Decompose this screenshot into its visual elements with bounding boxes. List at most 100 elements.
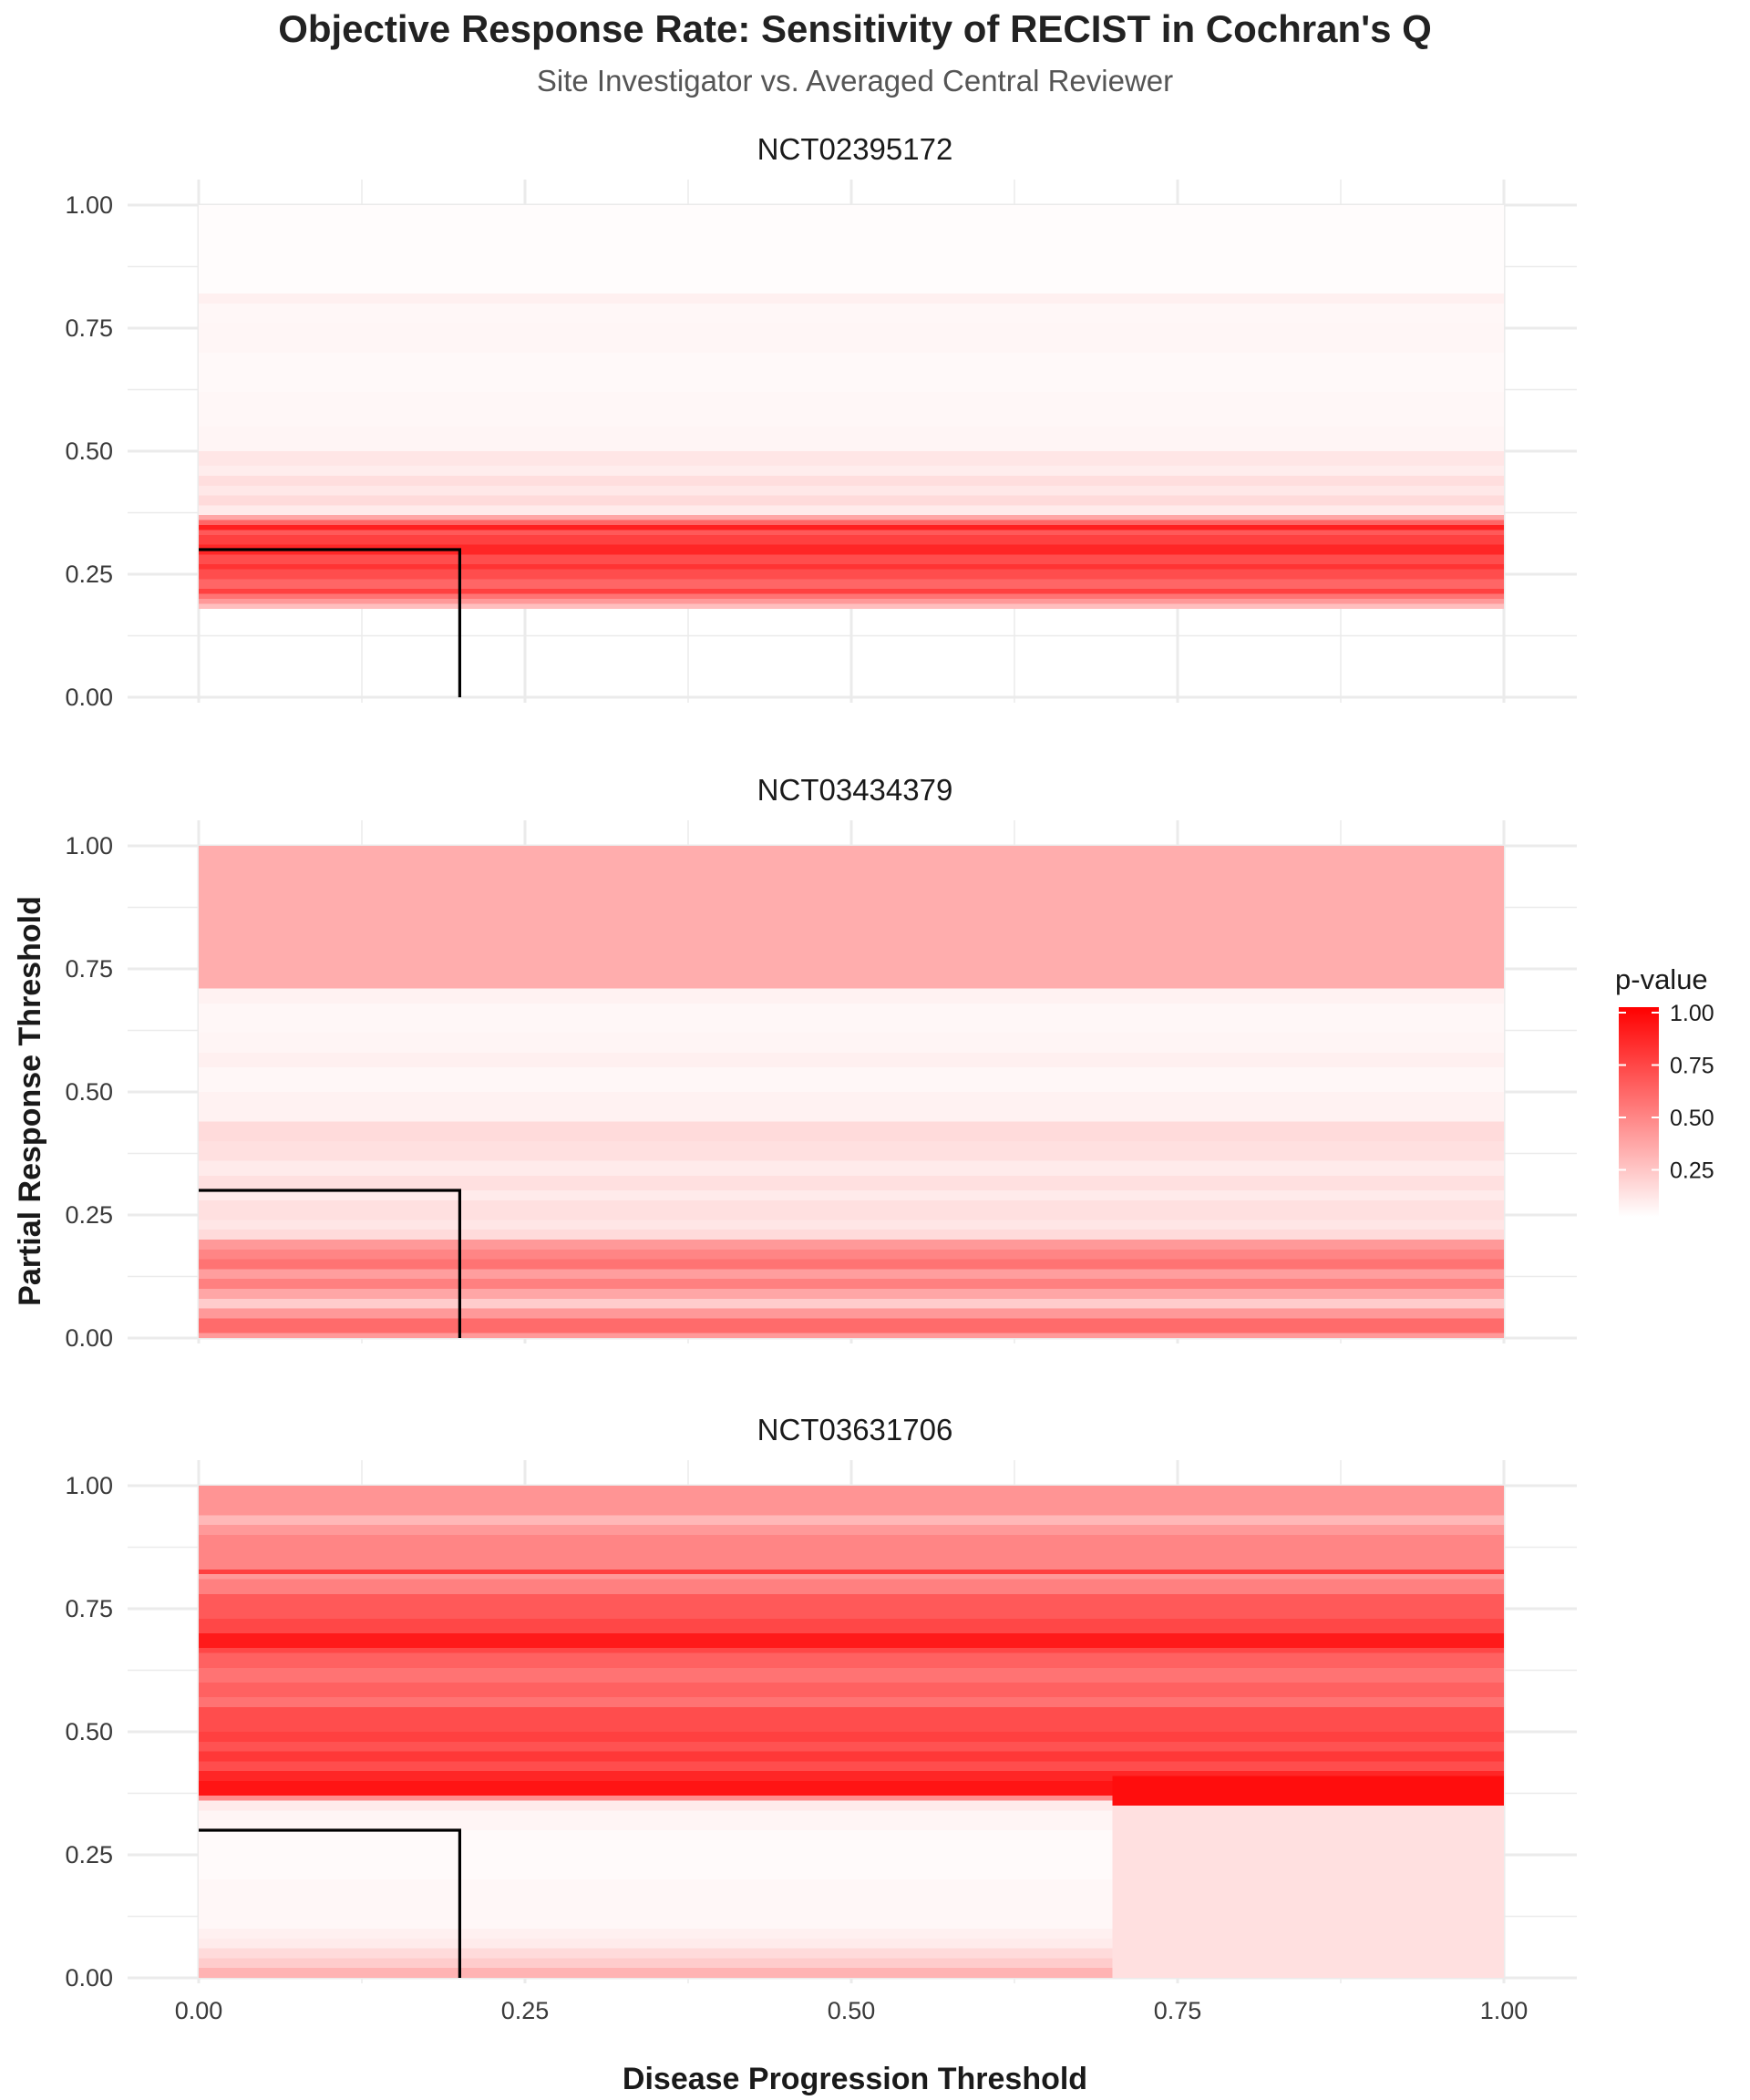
heat-band	[199, 603, 1504, 609]
legend-ticks: 1.00 0.75 0.50 0.25	[1619, 1001, 1714, 1184]
heat-band	[199, 1003, 1504, 1034]
legend-color-bar	[1619, 1007, 1659, 1217]
heat-band	[199, 1067, 1504, 1092]
heat-band	[199, 1732, 1504, 1742]
facet-strip-label: NCT03631706	[757, 1413, 953, 1446]
x-tick-label: 0.75	[1154, 1997, 1202, 2024]
heat-band	[199, 1958, 1504, 1969]
legend-tick-label: 0.50	[1670, 1106, 1714, 1131]
facet-panels: NCT023951720.000.250.500.751.00NCT034343…	[65, 132, 1577, 2024]
y-tick-label: 0.25	[65, 561, 113, 588]
recist-reference-line	[199, 1189, 461, 1338]
heat-band	[199, 1648, 1504, 1653]
x-axis-title: Disease Progression Threshold	[623, 2062, 1087, 2096]
heat-band	[199, 1308, 1504, 1319]
heat-band	[199, 485, 1504, 496]
x-tick-label: 0.50	[828, 1997, 876, 2024]
heat-band	[199, 353, 1504, 393]
y-tick-label: 0.50	[65, 1718, 113, 1745]
x-tick-label: 0.25	[501, 1997, 550, 2024]
heat-band	[199, 569, 1504, 580]
heat-band	[199, 1929, 1504, 1939]
heat-band	[199, 1618, 1504, 1633]
heat-band	[199, 1593, 1504, 1619]
heat-band	[199, 520, 1504, 525]
chart-title: Objective Response Rate: Sensitivity of …	[278, 7, 1432, 50]
y-tick-label: 1.00	[65, 832, 113, 860]
y-tick-label: 0.00	[65, 1324, 113, 1352]
heat-band	[199, 1092, 1504, 1122]
y-tick-label: 1.00	[65, 191, 113, 219]
heat-band	[199, 1574, 1504, 1580]
y-tick-label: 0.50	[65, 1078, 113, 1106]
heat-band	[199, 525, 1504, 530]
p-value-legend: p-value 1.00 0.75 0.50 0.25	[1615, 963, 1714, 1217]
heat-band	[199, 1160, 1504, 1176]
heat-band	[199, 1948, 1504, 1959]
heat-band	[199, 599, 1504, 604]
heat-band	[199, 392, 1504, 427]
heat-band	[199, 495, 1504, 506]
heat-band	[199, 1761, 1504, 1772]
heat-band	[199, 427, 1504, 451]
heat-band	[199, 476, 1504, 486]
heat-band	[199, 1289, 1504, 1299]
heat-band	[199, 1052, 1504, 1067]
facet-strip-label: NCT03434379	[757, 773, 953, 807]
heat-band	[199, 1318, 1504, 1333]
heat-band	[199, 554, 1504, 565]
heat-band	[199, 1697, 1504, 1707]
heat-band	[199, 1796, 1504, 1801]
heat-band	[199, 293, 1504, 304]
heat-band	[199, 530, 1504, 535]
heat-band	[199, 534, 1504, 545]
y-tick-label: 0.75	[65, 1595, 113, 1622]
heat-band	[199, 1741, 1504, 1752]
legend-tick-label: 0.25	[1670, 1158, 1714, 1184]
heat-band	[199, 1175, 1504, 1190]
x-tick-label: 0.00	[175, 1997, 223, 2024]
heat-band	[199, 1259, 1504, 1270]
heat-band	[199, 1240, 1504, 1250]
heat-band	[199, 1486, 1504, 1516]
x-tick-label: 1.00	[1480, 1997, 1529, 2024]
heat-band	[199, 544, 1504, 555]
y-tick-label: 1.00	[65, 1472, 113, 1499]
heat-band	[199, 1968, 1504, 1978]
recist-reference-line	[199, 548, 461, 697]
heat-block	[1112, 1806, 1504, 1978]
heat-band	[199, 1141, 1504, 1161]
heat-band	[199, 1230, 1504, 1240]
heat-band	[199, 1569, 1504, 1575]
chart-subtitle: Site Investigator vs. Averaged Central R…	[537, 64, 1173, 98]
y-tick-label: 0.50	[65, 438, 113, 465]
heat-band	[199, 1751, 1504, 1762]
y-tick-label: 0.00	[65, 684, 113, 711]
y-tick-label: 0.75	[65, 955, 113, 983]
heat-band	[199, 205, 1504, 294]
heat-band	[199, 1652, 1504, 1668]
facet-panel: NCT02395172 0.00 0.25 0.50 0.75 1.00	[65, 132, 1577, 711]
heat-band	[199, 466, 1504, 476]
heat-band	[199, 589, 1504, 594]
recist-reference-line	[199, 1828, 461, 1978]
heat-band	[199, 1535, 1504, 1570]
heat-band	[199, 1579, 1504, 1594]
heat-band	[199, 1771, 1504, 1781]
heat-band	[199, 988, 1504, 1004]
heat-band	[199, 1633, 1504, 1649]
heat-band	[199, 451, 1504, 467]
heat-band	[199, 1298, 1504, 1309]
heat-band	[199, 1525, 1504, 1535]
heat-band	[199, 515, 1504, 520]
heat-band	[199, 1269, 1504, 1280]
heat-band	[199, 1683, 1504, 1698]
heat-band	[199, 1515, 1504, 1526]
heat-band	[199, 1190, 1504, 1200]
heat-band	[199, 304, 1504, 324]
y-tick-label: 0.25	[65, 1201, 113, 1229]
heat-block	[1112, 1776, 1504, 1806]
heat-band	[199, 1279, 1504, 1289]
heat-band	[199, 1938, 1504, 1949]
